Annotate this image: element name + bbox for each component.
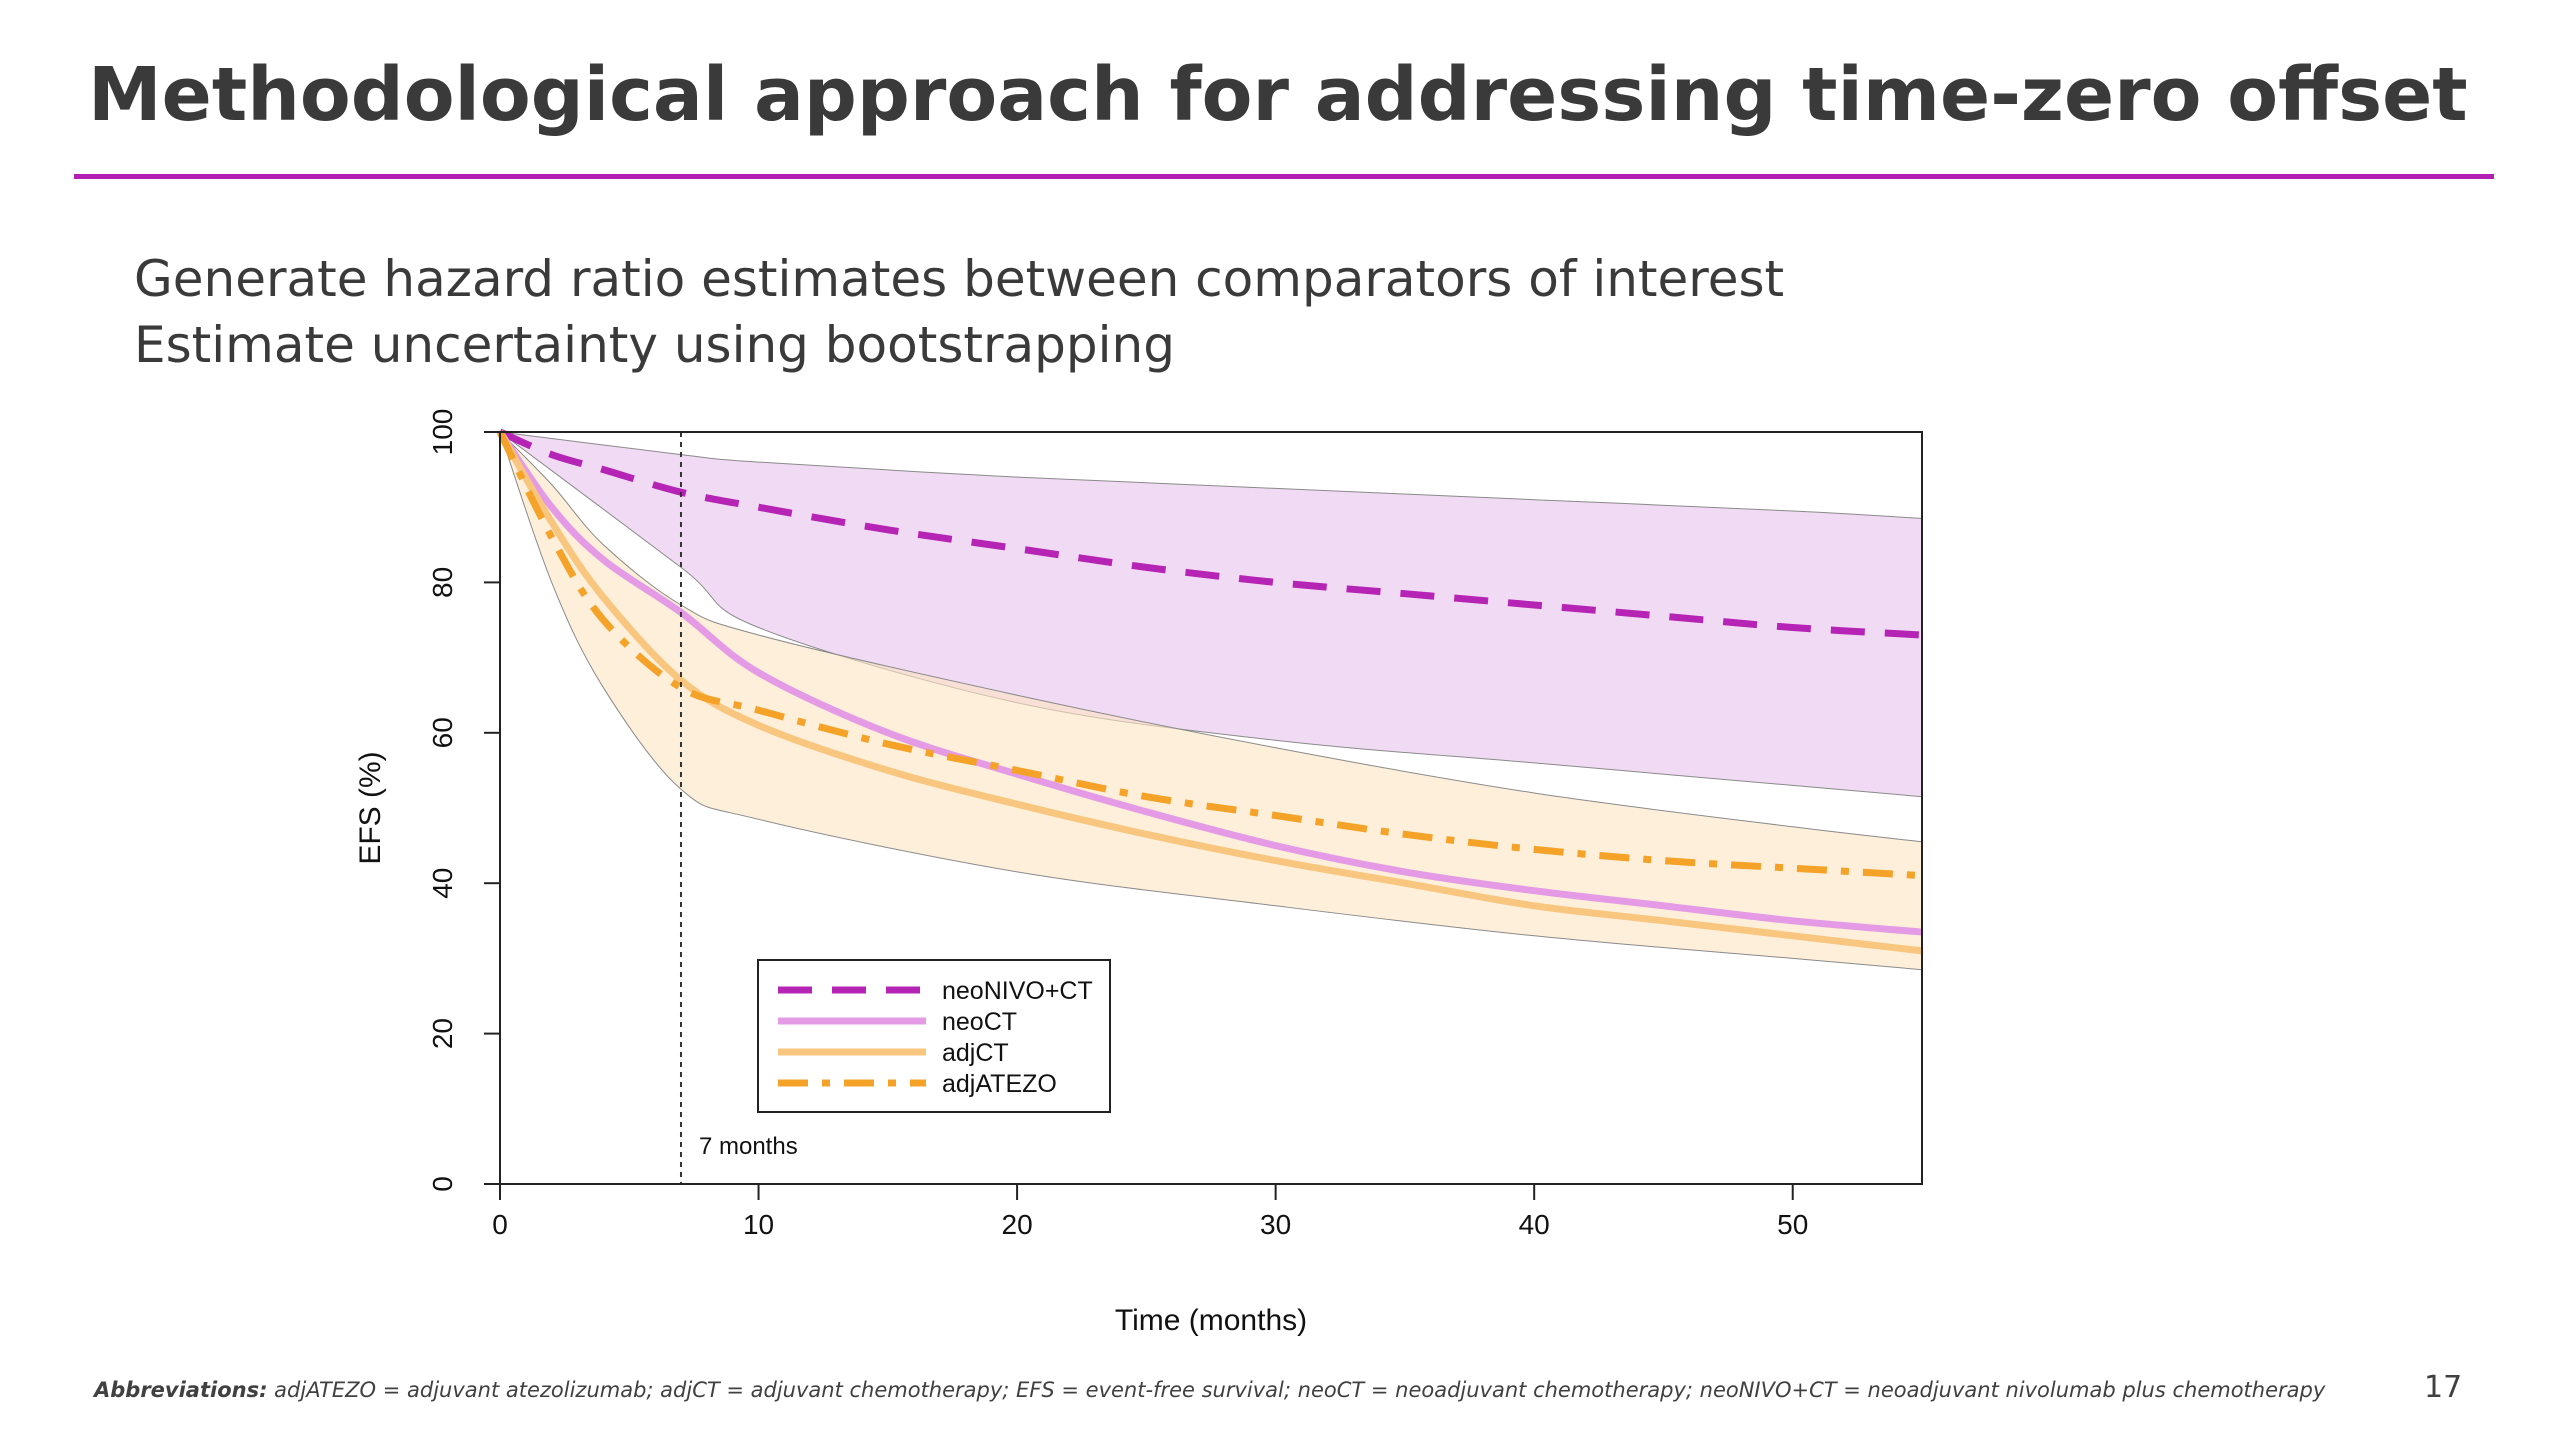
x-tick-label: 40: [1519, 1209, 1550, 1240]
confidence-band-2: [499, 431, 1923, 971]
legend-label: adjATEZO: [942, 1070, 1057, 1098]
annotation-label: 7 months: [699, 1133, 798, 1160]
x-tick-label: 0: [492, 1209, 508, 1240]
abbreviations-footnote: Abbreviations: adjATEZO = adjuvant atezo…: [94, 1378, 2325, 1402]
page-number: 17: [2424, 1370, 2463, 1405]
x-axis-label: Time (months): [1115, 1304, 1307, 1337]
x-tick-label: 50: [1777, 1209, 1808, 1240]
bullet-list: Generate hazard ratio estimates between …: [134, 246, 1784, 378]
y-tick-label: 80: [427, 567, 458, 598]
x-tick-label: 20: [1002, 1209, 1033, 1240]
series-line-adjatezo: [496, 430, 1923, 880]
legend: neoNIVO+CT neoCT adjCT adjATEZO: [757, 959, 1111, 1113]
axes: 7 months 0 10 20 30 40 50 0 20 40 60 80 100 Time (mon…: [354, 409, 1923, 1337]
series-lines: [496, 428, 1923, 955]
x-tick-label: 30: [1260, 1209, 1291, 1240]
y-tick-label: 0: [427, 1176, 458, 1192]
legend-label: adjCT: [942, 1039, 1009, 1067]
series-line-neonivo-ct: [498, 428, 1923, 639]
x-tick-label: 10: [743, 1209, 774, 1240]
y-tick-label: 100: [427, 409, 458, 456]
bullet-item-1: Generate hazard ratio estimates between …: [134, 250, 1785, 308]
plot-frame: [499, 431, 1923, 1185]
legend-label: neoCT: [942, 1008, 1017, 1036]
y-tick-label: 60: [427, 717, 458, 748]
y-tick-label: 40: [427, 868, 458, 899]
legend-box: [757, 959, 1111, 1113]
slide-title: Methodological approach for addressing t…: [88, 52, 2468, 138]
series-line-adjct: [496, 430, 1923, 955]
title-divider: [74, 174, 2494, 179]
y-tick-label: 20: [427, 1018, 458, 1049]
series-line-neoct: [497, 430, 1923, 936]
legend-label: neoNIVO+CT: [942, 977, 1093, 1005]
bullet-item-2: Estimate uncertainty using bootstrapping: [134, 316, 1175, 374]
footnote-label: Abbreviations:: [94, 1378, 268, 1402]
y-axis-label: EFS (%): [354, 751, 387, 864]
footnote-text: adjATEZO = adjuvant atezolizumab; adjCT …: [267, 1378, 2326, 1402]
